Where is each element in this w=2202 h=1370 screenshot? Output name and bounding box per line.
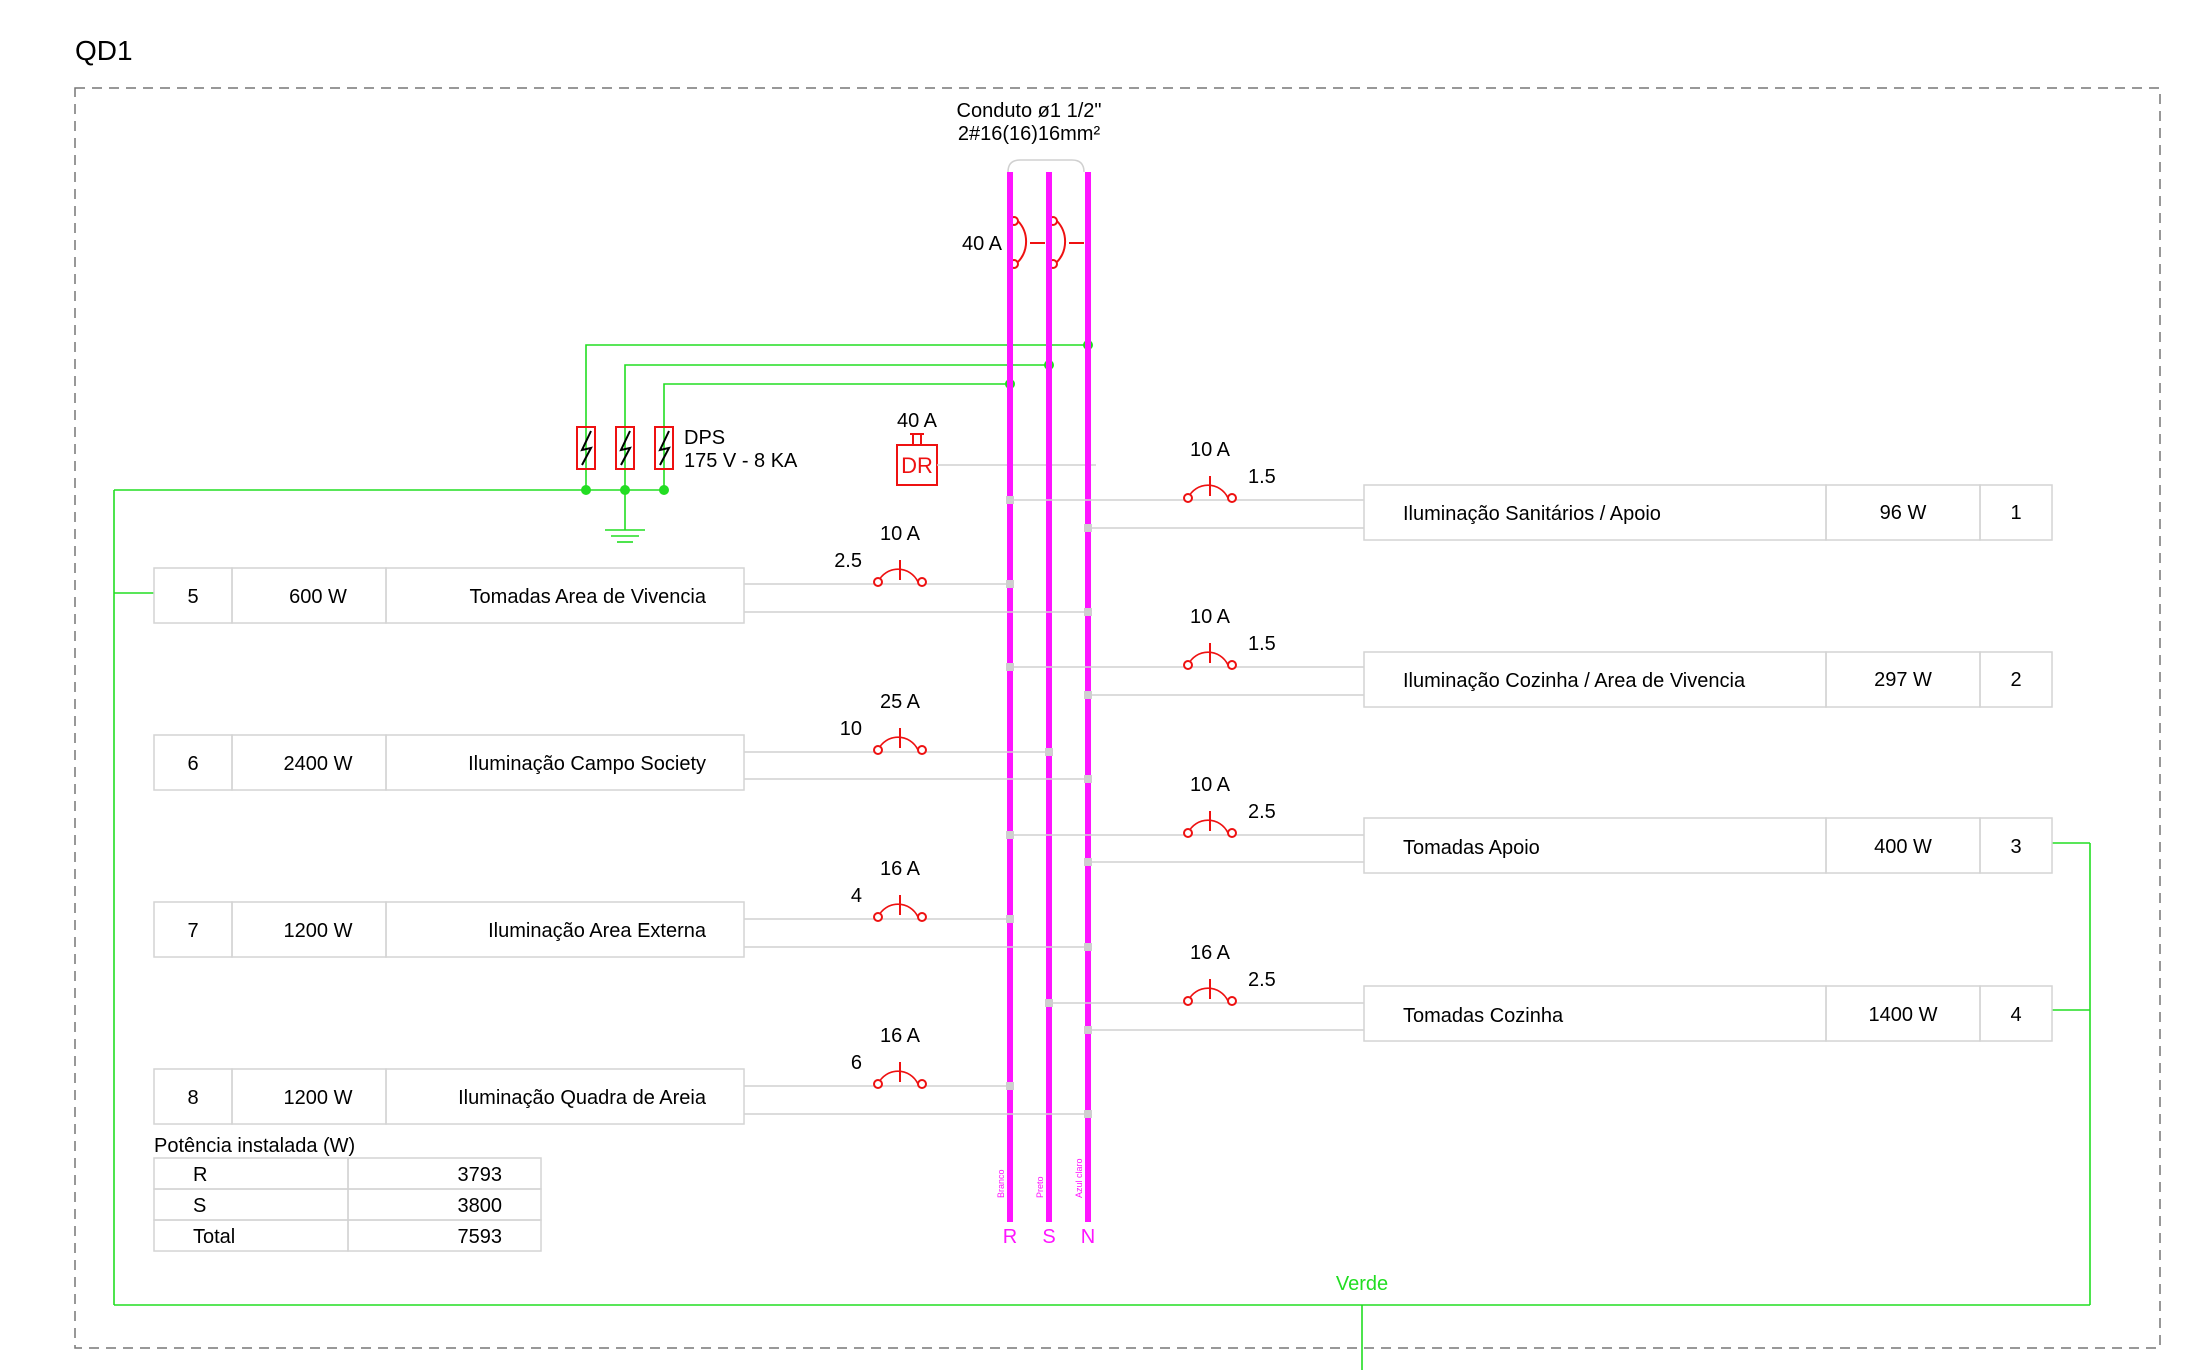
circuit-name: Iluminação Cozinha / Area de Vivencia xyxy=(1403,670,1746,692)
circuit-power: 1200 W xyxy=(284,920,353,942)
circuit-row: 16 A 6 8 1200 W Iluminação Quadra de Are… xyxy=(153,1025,1092,1125)
circuit-wire-section: 6 xyxy=(851,1052,862,1074)
circuit-wire-section: 4 xyxy=(851,885,862,907)
wire-color-r: Branco xyxy=(996,1169,1006,1198)
circuit-name: Tomadas Area de Vivencia xyxy=(470,586,707,608)
circuit-id: 2 xyxy=(2010,669,2021,691)
circuit-power: 297 W xyxy=(1874,669,1932,691)
installed-power-table: Potência instalada (W) R 3793 S 3800 Tot… xyxy=(153,1135,542,1252)
main-breaker-rating: 40 A xyxy=(962,233,1003,255)
circuit-wire-section: 2.5 xyxy=(834,550,862,572)
circuit-breaker-rating: 16 A xyxy=(1190,942,1231,964)
wire-color-n: Azul claro xyxy=(1074,1158,1084,1198)
circuit-wire-section: 2.5 xyxy=(1248,969,1276,991)
circuit-id: 4 xyxy=(2010,1004,2021,1026)
dr-device xyxy=(896,433,1096,486)
power-row-label: S xyxy=(193,1195,206,1217)
circuit-power: 96 W xyxy=(1880,502,1927,524)
circuit-power: 1200 W xyxy=(284,1087,353,1109)
dps-surge-protectors xyxy=(576,426,674,470)
bus-label-r: R xyxy=(1003,1226,1017,1248)
circuit-name: Iluminação Area Externa xyxy=(488,920,707,942)
dr-label: DR xyxy=(901,453,933,478)
bus-label-s: S xyxy=(1042,1226,1055,1248)
circuit-name: Tomadas Cozinha xyxy=(1403,1005,1564,1027)
circuit-name: Tomadas Apoio xyxy=(1403,837,1540,859)
ground-network xyxy=(113,340,2091,1370)
conduit-bracket xyxy=(1007,159,1085,173)
circuit-wire-section: 2.5 xyxy=(1248,801,1276,823)
circuit-name: Iluminação Quadra de Areia xyxy=(458,1087,707,1109)
circuit-breaker-rating: 16 A xyxy=(880,858,921,880)
circuit-breaker-rating: 25 A xyxy=(880,691,921,713)
circuit-id: 6 xyxy=(187,753,198,775)
circuit-id: 8 xyxy=(187,1087,198,1109)
circuit-wire-section: 1.5 xyxy=(1248,633,1276,655)
circuit-id: 1 xyxy=(2010,502,2021,524)
circuit-row: 16 A 2.5 Tomadas Cozinha 1400 W 4 xyxy=(1045,942,2053,1042)
circuit-power: 400 W xyxy=(1874,836,1932,858)
circuit-row: 10 A 2.5 Tomadas Apoio 400 W 3 xyxy=(1006,774,2053,874)
power-row-value: 7593 xyxy=(458,1226,503,1248)
circuit-breaker-rating: 10 A xyxy=(880,523,921,545)
circuit-id: 3 xyxy=(2010,836,2021,858)
circuit-row: 25 A 10 6 2400 W Iluminação Campo Societ… xyxy=(153,691,1092,791)
bus-bars xyxy=(1007,172,1091,1222)
circuit-breaker-rating: 10 A xyxy=(1190,439,1231,461)
dps-label: DPS xyxy=(684,427,725,449)
circuit-wire-section: 1.5 xyxy=(1248,466,1276,488)
conduit-cables-label: 2#16(16)16mm² xyxy=(958,123,1101,145)
dr-rating: 40 A xyxy=(897,410,938,432)
power-row-value: 3800 xyxy=(458,1195,503,1217)
circuit-row: 10 A 2.5 5 600 W Tomadas Area de Vivenci… xyxy=(153,523,1092,624)
circuit-name: Iluminação Campo Society xyxy=(468,753,706,775)
circuit-row: 10 A 1.5 Iluminação Cozinha / Area de Vi… xyxy=(1006,606,2053,708)
circuit-id: 5 xyxy=(187,586,198,608)
wire-color-s: Preto xyxy=(1035,1176,1045,1198)
panel-title: QD1 xyxy=(75,35,133,66)
circuit-id: 7 xyxy=(187,920,198,942)
circuit-power: 2400 W xyxy=(284,753,353,775)
power-row-label: R xyxy=(193,1164,207,1186)
bus-label-n: N xyxy=(1081,1226,1095,1248)
circuit-row: 10 A 1.5 Iluminação Sanitários / Apoio 9… xyxy=(1006,439,2053,541)
circuit-row: 16 A 4 7 1200 W Iluminação Area Externa xyxy=(153,858,1092,958)
ground-wire-label: Verde xyxy=(1336,1273,1388,1295)
dps-rating: 175 V - 8 KA xyxy=(684,450,798,472)
power-row-label: Total xyxy=(193,1226,235,1248)
circuit-breaker-rating: 10 A xyxy=(1190,774,1231,796)
conduit-label: Conduto ø1 1/2" xyxy=(957,100,1102,122)
circuit-power: 1400 W xyxy=(1869,1004,1938,1026)
power-table-title: Potência instalada (W) xyxy=(154,1135,355,1157)
circuit-breaker-rating: 10 A xyxy=(1190,606,1231,628)
circuit-wire-section: 10 xyxy=(840,718,862,740)
circuit-breaker-rating: 16 A xyxy=(880,1025,921,1047)
circuit-name: Iluminação Sanitários / Apoio xyxy=(1403,503,1661,525)
panel-boundary xyxy=(74,87,2161,1349)
circuit-power: 600 W xyxy=(289,586,347,608)
power-row-value: 3793 xyxy=(458,1164,503,1186)
